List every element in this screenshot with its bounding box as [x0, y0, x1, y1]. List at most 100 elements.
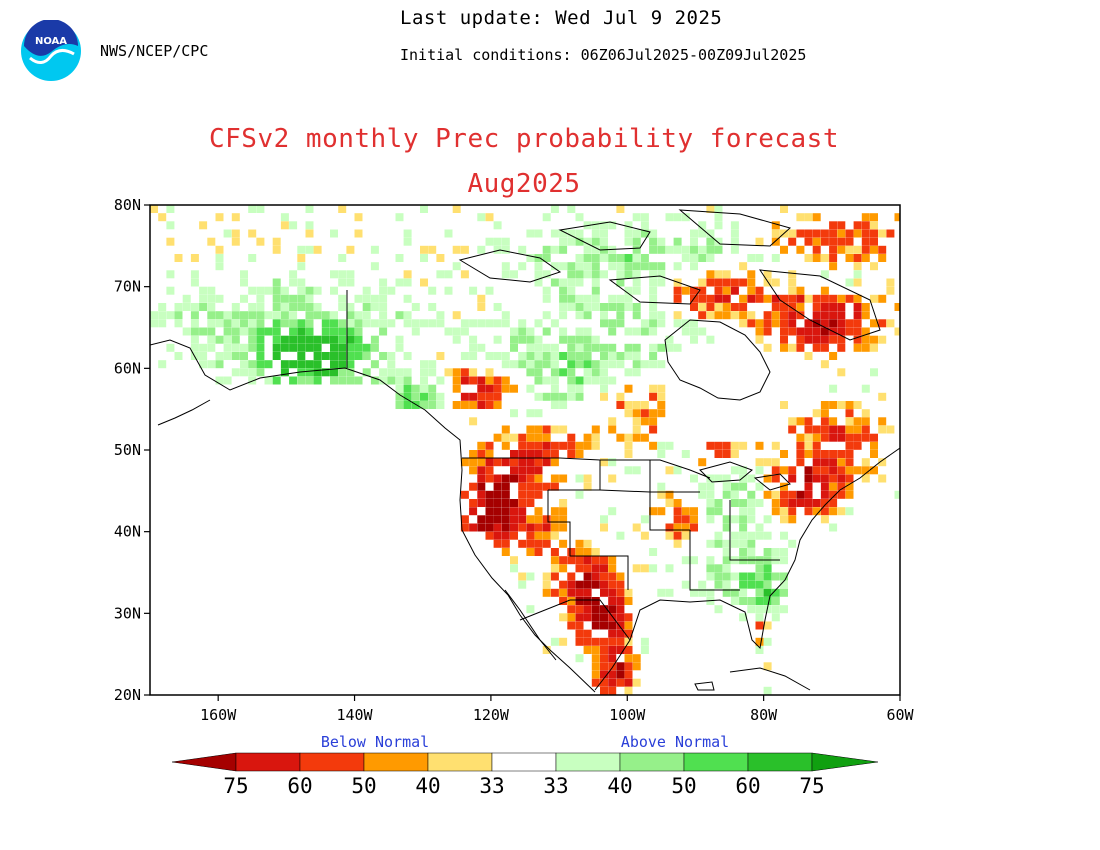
probability-cell: [182, 303, 191, 311]
probability-cell: [575, 262, 584, 271]
probability-cell: [706, 499, 715, 507]
probability-cell: [207, 303, 216, 311]
probability-cell: [608, 597, 617, 605]
probability-cell: [796, 433, 805, 442]
probability-cell: [722, 311, 731, 320]
probability-cell: [616, 392, 625, 401]
probability-cell: [714, 286, 723, 295]
probability-cell: [354, 343, 363, 352]
probability-cell: [166, 343, 175, 352]
probability-cell: [534, 515, 543, 524]
lat-tick-label: 30N: [114, 604, 141, 622]
probability-cell: [845, 319, 854, 328]
legend-threshold: 33: [543, 774, 568, 798]
probability-cell: [379, 286, 388, 295]
probability-cell: [240, 278, 248, 287]
probability-cell: [591, 572, 600, 581]
probability-cell: [739, 303, 748, 311]
probability-cell: [640, 401, 649, 409]
probability-cell: [853, 425, 862, 434]
probability-cell: [747, 319, 756, 328]
probability-cell: [411, 327, 420, 336]
probability-cell: [665, 213, 674, 222]
probability-cell: [755, 286, 764, 295]
probability-cell: [771, 278, 780, 287]
probability-cell: [567, 352, 576, 360]
probability-cell: [215, 352, 224, 360]
probability-cell: [575, 605, 584, 614]
probability-cell: [730, 499, 739, 507]
probability-cell: [894, 327, 900, 336]
probability-cell: [256, 303, 265, 311]
probability-cell: [542, 531, 551, 540]
probability-cell: [395, 278, 404, 287]
probability-cell: [379, 368, 388, 377]
probability-cell: [763, 621, 772, 630]
probability-cell: [690, 474, 698, 483]
probability-cell: [395, 343, 404, 352]
probability-cell: [248, 205, 257, 213]
probability-cell: [771, 474, 780, 483]
probability-cell: [853, 278, 862, 287]
probability-cell: [665, 245, 674, 254]
probability-cell: [649, 229, 658, 238]
probability-cell: [550, 401, 559, 409]
probability-cell: [493, 392, 502, 401]
probability-cell: [190, 270, 199, 279]
probability-cell: [542, 294, 551, 303]
probability-cell: [289, 221, 298, 230]
probability-cell: [591, 564, 600, 573]
probability-cell: [837, 221, 846, 230]
probability-cell: [510, 384, 518, 393]
probability-cell: [550, 343, 559, 352]
probability-cell: [510, 499, 518, 507]
probability-cell: [526, 482, 535, 491]
probability-cell: [616, 254, 625, 262]
probability-cell: [657, 392, 666, 401]
probability-cell: [526, 572, 535, 581]
probability-cell: [256, 237, 265, 246]
probability-cell: [485, 474, 494, 483]
probability-cell: [837, 401, 846, 409]
probability-cell: [657, 311, 666, 320]
probability-cell: [673, 343, 682, 352]
probability-cell: [624, 327, 633, 336]
probability-cell: [730, 221, 739, 230]
probability-cell: [526, 605, 535, 614]
probability-cell: [534, 548, 543, 556]
probability-cell: [591, 670, 600, 679]
probability-cell: [632, 245, 641, 254]
probability-cell: [755, 523, 764, 532]
probability-cell: [706, 441, 715, 450]
probability-cell: [583, 629, 592, 638]
probability-cell: [591, 605, 600, 614]
probability-cell: [534, 441, 543, 450]
probability-cell: [280, 303, 289, 311]
probability-cell: [690, 319, 698, 328]
probability-cell: [649, 564, 658, 573]
probability-cell: [583, 580, 592, 589]
probability-cell: [256, 286, 265, 295]
probability-cell: [469, 335, 478, 344]
probability-cell: [608, 621, 617, 630]
probability-cell: [632, 564, 641, 573]
probability-cell: [199, 327, 208, 336]
probability-cell: [591, 621, 600, 630]
probability-cell: [518, 262, 527, 271]
probability-cell: [501, 548, 510, 556]
probability-cell: [493, 482, 502, 491]
probability-cell: [534, 343, 543, 352]
probability-cell: [297, 245, 306, 254]
probability-cell: [632, 270, 641, 279]
probability-cell: [297, 327, 306, 336]
probability-cell: [796, 458, 805, 467]
probability-cell: [289, 294, 298, 303]
probability-cell: [780, 580, 788, 589]
probability-cell: [771, 613, 780, 622]
probability-cell: [649, 548, 658, 556]
probability-cell: [690, 262, 698, 271]
probability-cell: [166, 311, 175, 320]
probability-cell: [190, 311, 199, 320]
probability-cell: [550, 425, 559, 434]
probability-cell: [755, 237, 764, 246]
